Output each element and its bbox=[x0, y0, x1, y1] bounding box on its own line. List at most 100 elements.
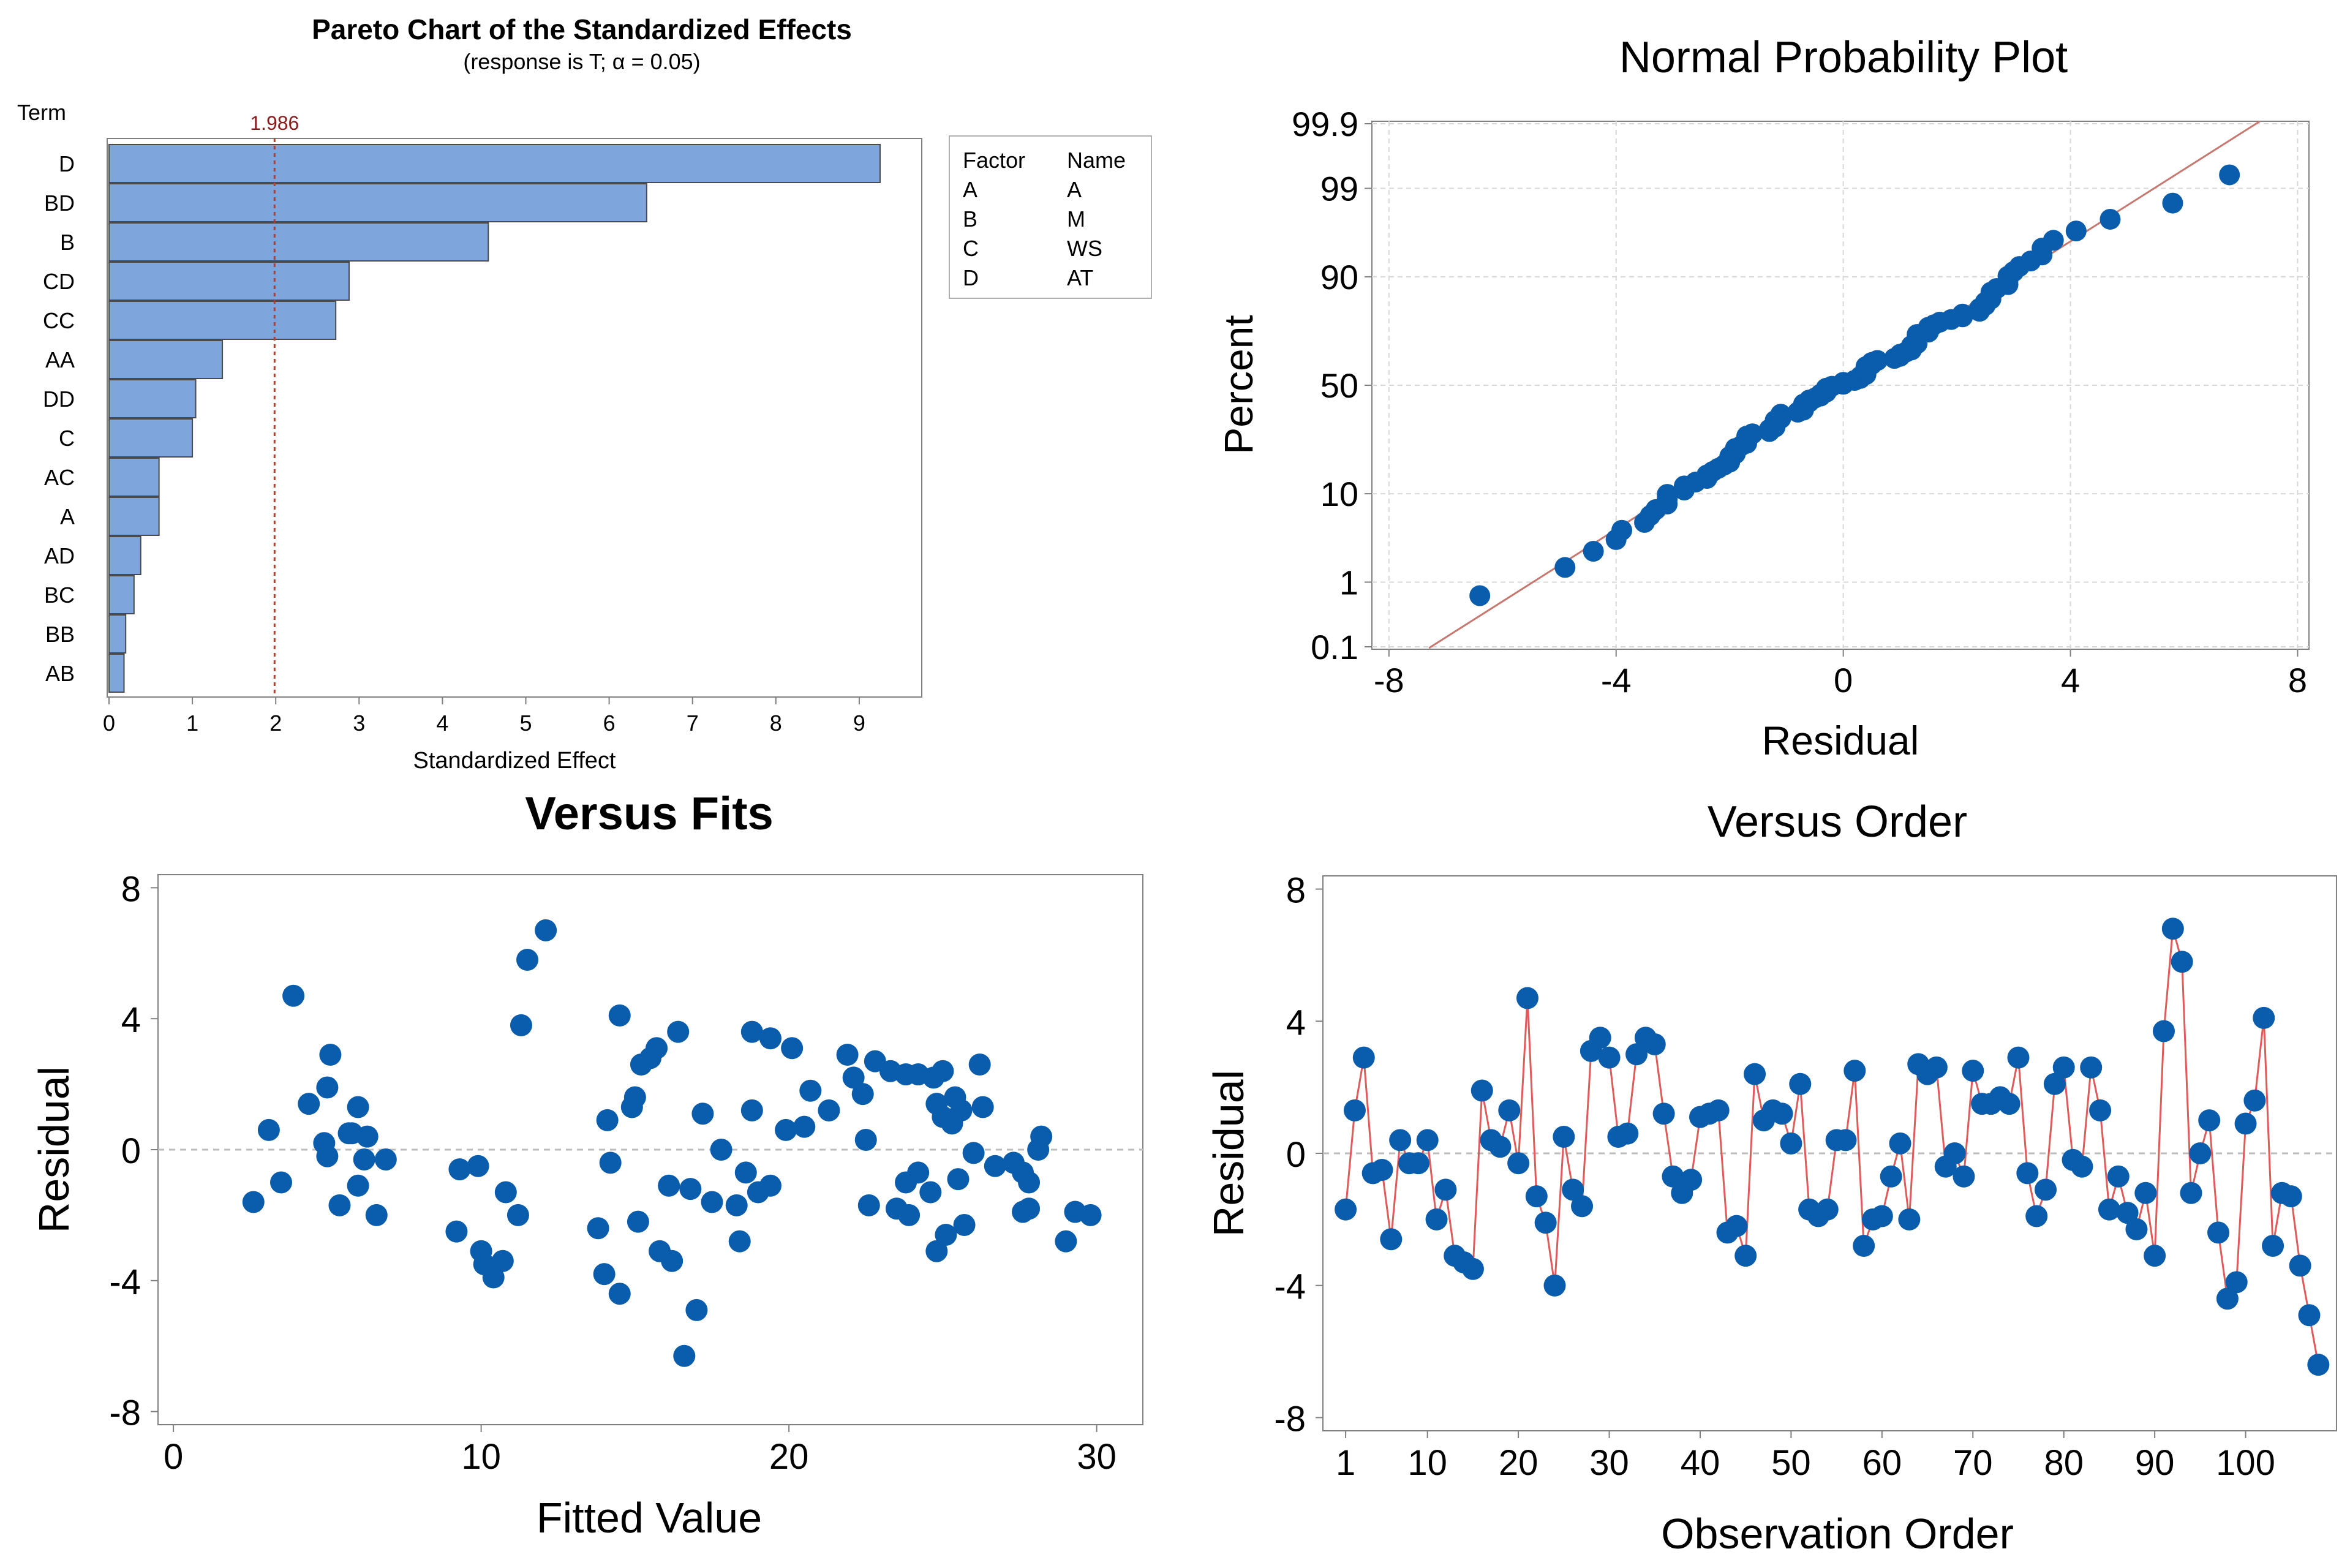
order-point bbox=[2071, 1155, 2093, 1178]
fits-point bbox=[793, 1115, 816, 1138]
fits-point bbox=[740, 1020, 763, 1043]
order-point bbox=[1335, 1198, 1357, 1221]
order-y-tick-label: 8 bbox=[1286, 871, 1306, 911]
order-x-tick-label: 40 bbox=[1681, 1443, 1720, 1483]
fits-point bbox=[608, 1004, 631, 1027]
order-point bbox=[2225, 1271, 2248, 1294]
pareto-category-label: AD bbox=[44, 543, 75, 568]
order-point bbox=[1589, 1027, 1611, 1049]
legend-header-name: Name bbox=[1067, 148, 1126, 173]
pareto-category-label: CD bbox=[43, 269, 75, 294]
npp-point bbox=[2043, 230, 2064, 251]
order-point bbox=[1461, 1257, 1484, 1280]
npp-point bbox=[2219, 164, 2240, 186]
fits-x-label: Fitted Value bbox=[537, 1494, 762, 1542]
pareto-bar bbox=[108, 418, 194, 458]
fits-point bbox=[971, 1096, 994, 1118]
pareto-x-tick-label: 5 bbox=[519, 710, 532, 736]
order-point bbox=[1389, 1129, 1412, 1152]
order-point bbox=[2043, 1072, 2066, 1095]
fits-point bbox=[316, 1145, 339, 1167]
order-point bbox=[1953, 1165, 1975, 1188]
order-point bbox=[1407, 1152, 1429, 1175]
order-point bbox=[1371, 1158, 1393, 1181]
legend-header-factor: Factor bbox=[963, 148, 1025, 173]
pareto-category-label: B bbox=[60, 230, 75, 255]
order-x-tick-label: 30 bbox=[1589, 1443, 1629, 1483]
fits-point bbox=[836, 1043, 859, 1066]
npp-y-tick-label: 10 bbox=[1320, 475, 1358, 513]
order-point bbox=[1525, 1185, 1548, 1208]
fits-point bbox=[679, 1178, 702, 1200]
npp-grid bbox=[1372, 121, 2309, 649]
order-point bbox=[2125, 1218, 2148, 1241]
fits-point bbox=[667, 1020, 690, 1043]
order-point bbox=[2116, 1202, 2139, 1224]
order-point bbox=[2216, 1287, 2239, 1310]
order-point bbox=[1598, 1046, 1621, 1069]
order-point bbox=[2171, 951, 2193, 973]
pareto-subtitle: (response is T; α = 0.05) bbox=[463, 49, 700, 74]
fits-point bbox=[270, 1171, 292, 1194]
fits-point bbox=[854, 1128, 877, 1151]
fits-point bbox=[510, 1014, 532, 1036]
order-point bbox=[2016, 1162, 2039, 1185]
fits-point bbox=[685, 1298, 708, 1321]
fits-point bbox=[968, 1054, 991, 1076]
fits-y-label: Residual bbox=[30, 1066, 78, 1233]
order-point bbox=[2289, 1254, 2311, 1277]
fits-point bbox=[1079, 1204, 1102, 1226]
npp-y-tick-label: 50 bbox=[1320, 366, 1358, 405]
fits-point bbox=[725, 1194, 748, 1216]
order-point bbox=[2025, 1205, 2048, 1227]
order-point bbox=[2207, 1221, 2230, 1244]
pareto-x-tick-label: 8 bbox=[770, 710, 782, 736]
pareto-title: Pareto Chart of the Standardized Effects bbox=[312, 13, 852, 45]
pareto-term-label: Term bbox=[17, 100, 66, 125]
fits-point bbox=[445, 1220, 468, 1243]
order-point bbox=[1571, 1195, 1594, 1218]
order-point bbox=[2052, 1056, 2075, 1079]
fits-y-tick-label: -4 bbox=[109, 1262, 141, 1302]
npp-points bbox=[1469, 164, 2240, 606]
order-y-tick-label: -8 bbox=[1274, 1399, 1306, 1439]
pareto-bar bbox=[108, 458, 160, 497]
order-point bbox=[1816, 1198, 1839, 1221]
legend-factor: C bbox=[963, 236, 979, 261]
pareto-x-tick-label: 2 bbox=[269, 710, 282, 736]
order-x-tick-label: 10 bbox=[1407, 1443, 1447, 1483]
fits-point bbox=[1018, 1197, 1041, 1220]
order-point bbox=[2307, 1354, 2330, 1376]
fits-point bbox=[646, 1037, 668, 1060]
order-point bbox=[2243, 1089, 2266, 1112]
fits-point bbox=[728, 1230, 751, 1253]
order-point bbox=[2080, 1056, 2103, 1079]
pareto-bar bbox=[108, 654, 125, 693]
npp-x-tick-label: 8 bbox=[2288, 661, 2307, 699]
order-point bbox=[1853, 1235, 1875, 1257]
pareto-category-label: C bbox=[59, 426, 75, 451]
fits-y-ticks: -8 -4 0 4 8 bbox=[109, 869, 158, 1433]
order-x-tick-label: 80 bbox=[2044, 1443, 2084, 1483]
order-point bbox=[1880, 1165, 1902, 1188]
npp-point bbox=[1742, 423, 1763, 445]
npp-point bbox=[2162, 192, 2183, 214]
fits-point bbox=[356, 1125, 378, 1148]
order-point bbox=[1507, 1152, 1530, 1175]
fits-point bbox=[516, 948, 538, 971]
fits-point bbox=[734, 1161, 757, 1184]
fits-point bbox=[623, 1086, 646, 1109]
fits-point bbox=[658, 1174, 680, 1197]
order-point bbox=[1643, 1033, 1666, 1056]
order-point bbox=[1425, 1208, 1448, 1231]
npp-y-ticks: 0.1 1 10 50 90 99 99.9 bbox=[1292, 105, 1372, 666]
fits-point bbox=[298, 1093, 320, 1115]
order-point bbox=[1498, 1099, 1521, 1121]
pareto-x-label: Standardized Effect bbox=[413, 748, 616, 774]
order-point bbox=[1553, 1126, 1575, 1148]
order-x-tick-label: 20 bbox=[1499, 1443, 1538, 1483]
order-point bbox=[1343, 1099, 1366, 1121]
pareto-factor-legend: Factor Name A A B M C WS D AT bbox=[949, 135, 1152, 299]
pareto-category-labels: D BD B CD CC AA DD C AC A AD BC BB AB bbox=[43, 151, 75, 686]
npp-point bbox=[1952, 303, 1973, 325]
